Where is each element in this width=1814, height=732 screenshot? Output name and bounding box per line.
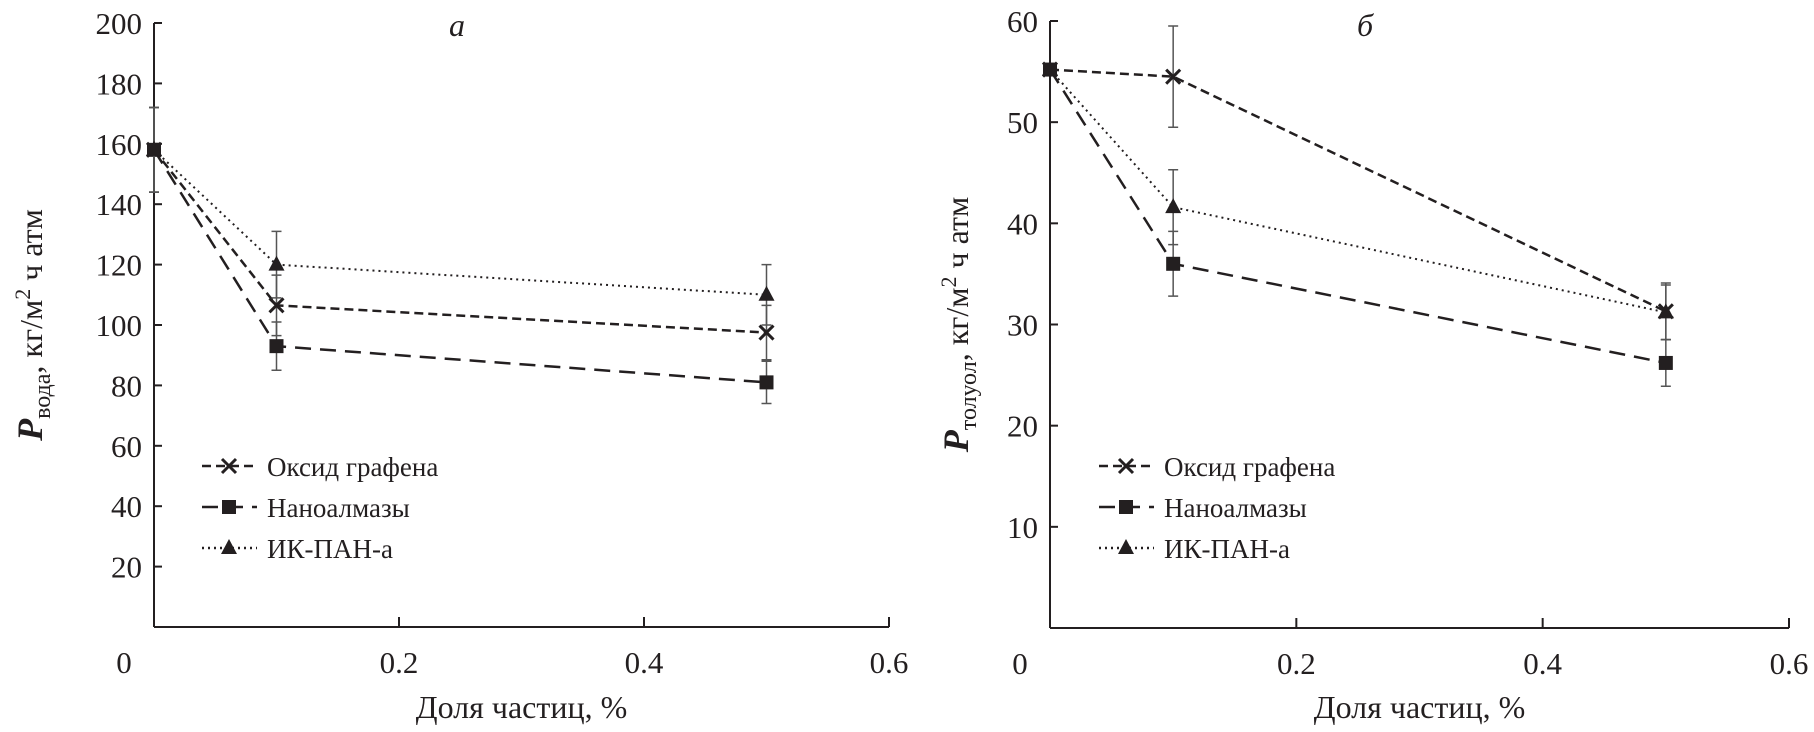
data-point <box>1657 303 1674 319</box>
legend-item: Наноалмазы <box>202 493 410 523</box>
series-x <box>145 106 775 361</box>
legend-item: Наноалмазы <box>1099 493 1307 523</box>
series-triangle <box>1042 60 1674 341</box>
y-label-unit: , кг/м <box>939 287 975 361</box>
legend-label: ИК-ПАН-а <box>267 534 393 564</box>
legend-marker <box>220 457 238 475</box>
y-label-symbol: P <box>936 429 976 453</box>
y-tick-label: 200 <box>96 6 143 41</box>
legend-item: ИК-ПАН-а <box>202 534 393 564</box>
legend-item: ИК-ПАН-а <box>1099 534 1290 564</box>
legend-label: Оксид графена <box>267 452 438 482</box>
data-point <box>758 324 775 341</box>
x-tick-label: 0 <box>116 645 132 680</box>
y-tick-label: 20 <box>1007 409 1038 444</box>
data-point <box>146 140 162 156</box>
x-tick-label: 0 <box>1012 646 1028 681</box>
y-tick-label: 180 <box>96 66 143 101</box>
data-point <box>1165 198 1182 214</box>
x-tick-label: 0.4 <box>1523 646 1562 681</box>
y-label-symbol: P <box>10 418 50 442</box>
panel-a: 20 40 60 80 100 120 140 160 180 200 0 0.2 0.4 0.6 а Дол… <box>10 6 908 725</box>
x-tick-label: 0.2 <box>1277 646 1316 681</box>
series-line <box>1049 68 1667 314</box>
legend-marker <box>1117 457 1135 475</box>
y-tick-label: 40 <box>111 489 142 524</box>
x-tick-label: 0.6 <box>1770 646 1809 681</box>
legend-marker <box>1119 500 1133 514</box>
y-label-superscript: 2 <box>10 289 35 300</box>
legend-marker <box>1118 539 1134 554</box>
y-tick-label: 100 <box>96 308 143 343</box>
y-tick-label: 120 <box>96 248 143 283</box>
data-point <box>269 339 284 354</box>
series-square <box>1043 62 1673 387</box>
legend-label: ИК-ПАН-а <box>1164 534 1290 564</box>
y-tick-label: 60 <box>111 429 142 464</box>
x-tick-label: 0.2 <box>380 645 419 680</box>
y-tick-label: 80 <box>111 368 142 403</box>
y-label-subscript: толуол <box>956 361 982 430</box>
data-point <box>758 285 775 301</box>
series-line <box>1048 68 1667 365</box>
legend-marker <box>221 539 237 554</box>
data-point <box>268 255 285 271</box>
legend-label: Наноалмазы <box>267 493 410 523</box>
data-point <box>1658 355 1673 370</box>
y-axis-label: Pвода, кг/м2 ч атм <box>10 209 56 442</box>
y-label-superscript: 2 <box>936 276 961 287</box>
y-tick-label: 10 <box>1007 510 1038 545</box>
y-tick-label: 50 <box>1007 105 1038 140</box>
y-label-unit-rest: ч атм <box>13 209 49 289</box>
data-point <box>1166 256 1181 271</box>
y-axis-label: Pтолуол, кг/м2 ч атм <box>936 197 982 453</box>
legend-label: Наноалмазы <box>1164 493 1307 523</box>
panel-title: б <box>1357 7 1374 43</box>
y-tick-label: 140 <box>96 187 143 222</box>
series-line <box>1049 68 1667 313</box>
data-point <box>1165 68 1182 85</box>
legend-label: Оксид графена <box>1164 452 1335 482</box>
y-tick-label: 160 <box>96 127 143 162</box>
x-axis-label: Доля частиц, % <box>1314 689 1525 725</box>
series-triangle <box>146 106 775 326</box>
legend-item: Оксид графена <box>1099 452 1335 482</box>
panel-b: 10 20 30 40 50 60 0 0.2 0.4 0.6 б Доля частиц, % Pто… <box>936 4 1808 725</box>
series-x <box>1041 25 1674 341</box>
y-label-unit: , кг/м <box>13 300 49 374</box>
legend-item: Оксид графена <box>202 452 438 482</box>
y-label-unit-rest: ч атм <box>939 197 975 277</box>
x-tick-label: 0.6 <box>870 645 909 680</box>
data-point <box>759 375 774 390</box>
series-square <box>147 106 774 405</box>
y-tick-label: 30 <box>1007 308 1038 343</box>
panel-title: а <box>449 7 465 43</box>
y-label-subscript: вода <box>30 373 56 419</box>
y-tick-label: 60 <box>1007 4 1038 39</box>
legend-marker <box>222 500 236 514</box>
data-point <box>268 297 285 314</box>
x-axis-label: Доля частиц, % <box>416 689 627 725</box>
y-tick-label: 20 <box>111 550 142 585</box>
series-line <box>153 149 767 334</box>
x-tick-label: 0.4 <box>625 645 664 680</box>
data-point <box>1042 60 1058 76</box>
series-line <box>153 149 767 296</box>
y-tick-label: 40 <box>1007 206 1038 241</box>
